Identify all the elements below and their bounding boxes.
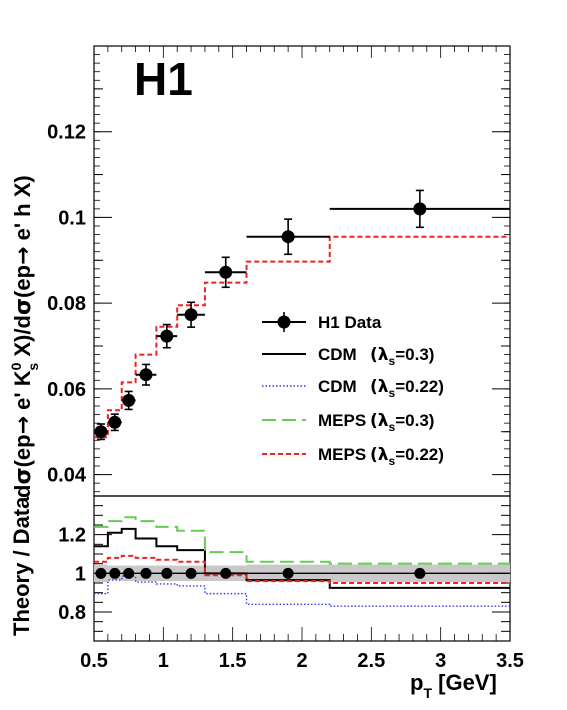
x-tick-labels: 0.5 1 1.5 2 2.5 3 3.5 [80,650,524,672]
y-tick-label: 0.04 [47,465,87,487]
top-y-tick-labels: 0.04 0.06 0.08 0.1 0.12 [47,122,87,487]
legend-label: H1 Data [318,313,382,332]
x-tick-label: 1 [158,650,169,672]
x-tick-label: 1.5 [219,650,247,672]
data-point [281,230,295,244]
meps-s-0.22--ratio-line [94,554,510,584]
ratio-data-point [185,567,197,579]
x-tick-label: 2.5 [357,650,385,672]
data-point [413,202,427,216]
data-point [219,265,233,279]
legend-label: MEPS (λs=0.3) [318,411,434,434]
data-point [184,308,198,322]
data-point [94,425,108,439]
bottom-series-group [94,516,510,607]
ratio-data-point [140,567,152,579]
y-tick-label: 0.12 [47,122,86,144]
top-series-group [94,235,510,439]
legend-label: CDM (λs=0.22) [318,377,444,400]
legend: H1 Data CDM (λs=0.3) CDM (λs=0.22) MEPS (λs=0.… [262,312,444,468]
meps-s-0.3--ratio-line [94,516,510,565]
x-tick-label: 3 [435,650,446,672]
bottom-data-points [95,567,426,579]
ratio-data-point [109,567,121,579]
top-panel: 0.04 0.06 0.08 0.1 0.12 H1 [47,45,511,497]
y-tick-label: 0.8 [58,602,86,624]
ratio-data-point [161,567,173,579]
x-tick-label: 3.5 [496,650,524,672]
ratio-data-point [414,567,426,579]
legend-label: CDM (λs=0.3) [318,345,434,368]
data-point [122,393,136,407]
data-point [108,415,122,429]
ratio-data-point [123,567,135,579]
x-tick-label: 0.5 [80,650,108,672]
data-point [139,368,153,382]
top-data-points [94,189,510,441]
ratio-data-point [282,567,294,579]
y-tick-label: 0.08 [47,293,86,315]
cdm-s-0.22--ratio-line [94,575,510,607]
bottom-y-axis-title: Theory / Data [9,496,34,636]
y-tick-label: 0.1 [58,207,86,229]
legend-marker [277,315,291,329]
h1-badge: H1 [134,53,193,105]
y-tick-label: 1.2 [58,525,86,547]
y-tick-label: 1 [75,563,86,585]
meps-0.22-step-line [94,235,510,439]
bottom-panel: 0.8 1 1.2 0.5 1 1.5 2 2.5 3 3.5 [58,495,524,672]
y-tick-label: 0.06 [47,379,86,401]
top-axis-ticks [93,45,511,493]
legend-label: MEPS (λs=0.22) [318,445,444,468]
bottom-y-tick-labels: 0.8 1 1.2 [58,525,86,624]
ratio-data-point [220,567,232,579]
error-band [94,564,510,583]
data-point [160,329,174,343]
cdm-s-0.3--ratio-line [94,527,510,589]
ratio-data-point [95,567,107,579]
x-tick-label: 2 [296,650,307,672]
